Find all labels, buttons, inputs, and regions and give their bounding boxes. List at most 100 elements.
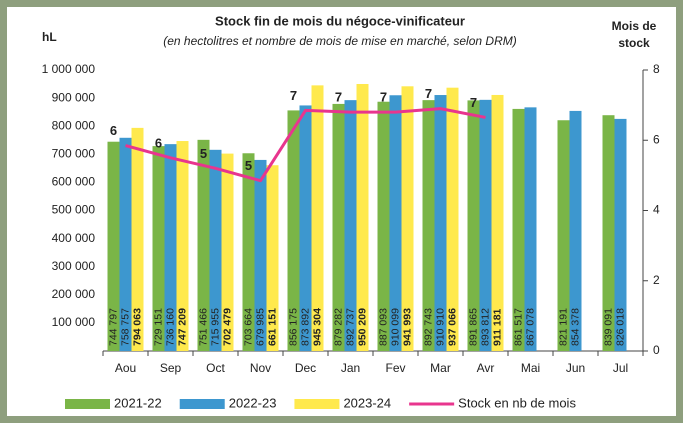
line-value-label: 7 bbox=[425, 86, 432, 101]
bar-value-label: 891 865 bbox=[467, 308, 479, 346]
bar-value-label: 892 737 bbox=[344, 308, 356, 346]
bar-value-label: 821 191 bbox=[557, 308, 569, 346]
y-axis-label: hL bbox=[42, 30, 57, 44]
bar-value-label: 887 093 bbox=[377, 308, 389, 346]
line-value-label: 6 bbox=[155, 135, 162, 150]
bar-value-label: 910 910 bbox=[434, 308, 446, 346]
legend-label: 2022-23 bbox=[229, 395, 277, 410]
bar bbox=[524, 107, 537, 352]
x-tick-label: Sep bbox=[160, 361, 182, 375]
bar bbox=[614, 118, 627, 351]
x-tick-label: Oct bbox=[206, 361, 225, 375]
legend-label: 2023-24 bbox=[343, 395, 391, 410]
legend-swatch bbox=[179, 399, 225, 409]
bar bbox=[569, 110, 582, 351]
bar-value-label: 879 282 bbox=[332, 308, 344, 346]
y2-tick-label: 6 bbox=[653, 132, 660, 146]
y2-tick-label: 0 bbox=[653, 343, 660, 357]
bar-value-label: 826 018 bbox=[614, 308, 626, 346]
bar-value-label: 950 209 bbox=[356, 308, 368, 346]
y2-tick-label: 4 bbox=[653, 203, 660, 217]
bar-value-label: 937 066 bbox=[446, 308, 458, 346]
bar bbox=[131, 127, 144, 352]
line-value-label: 5 bbox=[200, 146, 207, 161]
bar-value-label: 941 993 bbox=[401, 308, 413, 346]
bar-value-label: 873 892 bbox=[299, 308, 311, 346]
bar bbox=[209, 149, 222, 351]
line bbox=[125, 107, 486, 183]
bar bbox=[164, 144, 177, 351]
line-value-label: 6 bbox=[110, 123, 117, 138]
x-tick-label: Jul bbox=[613, 361, 628, 375]
x-tick-label: Jan bbox=[341, 361, 360, 375]
bar bbox=[266, 165, 279, 351]
bar-value-label: 703 664 bbox=[242, 308, 254, 346]
bar bbox=[467, 100, 480, 352]
y-tick-label: 900 000 bbox=[52, 90, 96, 104]
y-tick-label: 100 000 bbox=[52, 315, 96, 329]
bar-value-label: 679 985 bbox=[254, 308, 266, 346]
x-tick-label: Avr bbox=[477, 361, 495, 375]
line-value-label: 7 bbox=[290, 88, 297, 103]
bar-value-label: 856 175 bbox=[287, 308, 299, 346]
bar bbox=[221, 153, 234, 351]
bar-value-label: 861 517 bbox=[512, 308, 524, 346]
bar-value-label: 729 151 bbox=[152, 308, 164, 346]
bar bbox=[479, 99, 492, 351]
y2-tick-label: 8 bbox=[653, 62, 660, 76]
x-tick-label: Fev bbox=[385, 361, 405, 375]
bar bbox=[356, 83, 369, 351]
bar bbox=[377, 101, 390, 351]
bar-value-label: 736 160 bbox=[164, 308, 176, 346]
bar-value-label: 747 209 bbox=[176, 308, 188, 346]
bar bbox=[434, 95, 447, 351]
bar bbox=[197, 139, 210, 351]
x-tick-label: Aou bbox=[115, 361, 136, 375]
bar bbox=[389, 95, 402, 352]
x-tick-label: Nov bbox=[250, 361, 271, 375]
line-value-label: 7 bbox=[470, 95, 477, 110]
y-tick-label: 700 000 bbox=[52, 146, 96, 160]
bar bbox=[512, 108, 525, 351]
bar-value-label: 751 466 bbox=[197, 308, 209, 346]
legend-label: Stock en nb de mois bbox=[458, 395, 576, 410]
bar bbox=[422, 100, 435, 351]
bar-value-label: 867 078 bbox=[524, 308, 536, 346]
bar bbox=[152, 146, 165, 351]
bar bbox=[602, 115, 615, 352]
y-tick-label: 1 000 000 bbox=[42, 62, 96, 76]
bar bbox=[311, 85, 324, 352]
line-value-label: 7 bbox=[380, 90, 387, 105]
y-tick-label: 800 000 bbox=[52, 118, 96, 132]
bar-value-label: 892 743 bbox=[422, 308, 434, 346]
bar-value-label: 702 479 bbox=[221, 308, 233, 346]
bar bbox=[344, 100, 357, 351]
bar-value-label: 839 091 bbox=[602, 308, 614, 346]
bar bbox=[107, 141, 120, 351]
bar bbox=[446, 87, 459, 352]
bar bbox=[332, 103, 345, 352]
x-tick-label: Mai bbox=[521, 361, 540, 375]
chart-subtitle: (en hectolitres et nombre de mois de mis… bbox=[163, 34, 516, 48]
legend-swatch bbox=[294, 399, 340, 409]
bar-value-label: 945 304 bbox=[311, 308, 323, 346]
bar-value-label: 893 812 bbox=[479, 308, 491, 346]
legend-label: 2021-22 bbox=[114, 395, 162, 410]
bar bbox=[287, 110, 300, 351]
bar-value-label: 715 955 bbox=[209, 308, 221, 346]
bar bbox=[557, 120, 570, 351]
bar-value-label: 794 063 bbox=[131, 308, 143, 346]
bar bbox=[401, 86, 414, 352]
bar-value-label: 854 378 bbox=[569, 308, 581, 346]
bar-value-label: 910 099 bbox=[389, 308, 401, 346]
x-tick-label: Mar bbox=[430, 361, 451, 375]
bar-value-label: 911 181 bbox=[491, 308, 503, 346]
chart-title: Stock fin de mois du négoce-vinificateur bbox=[215, 13, 465, 28]
bar-value-label: 661 151 bbox=[266, 308, 278, 346]
bar bbox=[491, 94, 504, 352]
line-value-label: 5 bbox=[245, 158, 252, 173]
bar bbox=[119, 137, 132, 351]
bar bbox=[176, 141, 189, 351]
y2-tick-label: 2 bbox=[653, 273, 660, 287]
bar bbox=[242, 153, 255, 351]
